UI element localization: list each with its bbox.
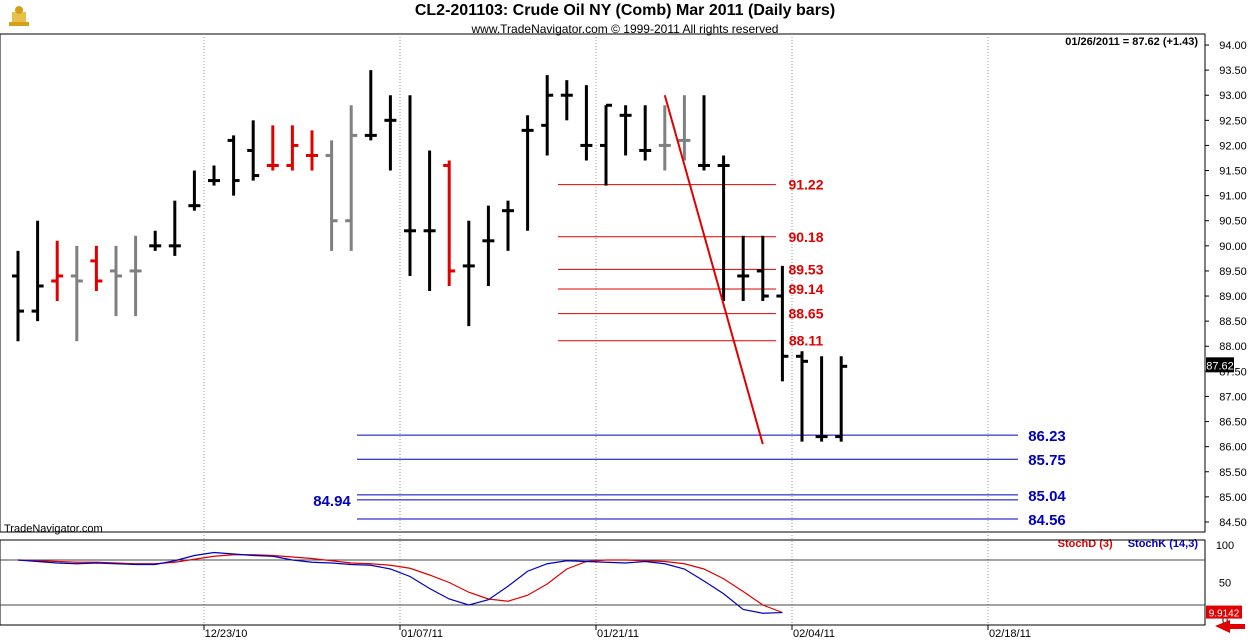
stoch-y-tick-label: 0 <box>1222 615 1228 627</box>
last-price-tag-box <box>1206 357 1234 373</box>
red-level-label: 89.53 <box>788 261 823 277</box>
x-tick-label: 02/18/11 <box>989 628 1031 640</box>
stoch-last-tag: 9.9142 <box>1209 609 1240 620</box>
y-tick-label: 94.00 <box>1219 40 1247 52</box>
x-tick-label: 02/04/11 <box>793 628 835 640</box>
blue-level-label: 84.56 <box>1028 512 1066 529</box>
stoch-legend: StochD (3) StochK (14,3) <box>1058 538 1198 550</box>
y-tick-label: 88.00 <box>1219 341 1247 353</box>
red-level-label: 90.18 <box>788 229 823 245</box>
stoch-y-tick-label: 50 <box>1219 578 1231 590</box>
chart-title: CL2-201103: Crude Oil NY (Comb) Mar 2011… <box>414 2 836 19</box>
stoch-series-line <box>17 551 783 614</box>
trade-navigator-logo-icon <box>4 2 34 32</box>
y-tick-label: 89.50 <box>1219 266 1247 278</box>
red-level-label: 91.22 <box>788 177 823 193</box>
stoch-series-line <box>17 554 783 614</box>
y-tick-label: 93.50 <box>1219 65 1247 77</box>
y-tick-label: 89.00 <box>1219 291 1247 303</box>
y-tick-label: 92.50 <box>1219 115 1247 127</box>
y-tick-label: 85.50 <box>1219 467 1247 479</box>
y-tick-label: 93.00 <box>1219 90 1247 102</box>
blue-level-label: 86.23 <box>1028 428 1066 445</box>
y-tick-label: 91.00 <box>1219 191 1247 203</box>
price-readout: 01/26/2011 = 87.62 (+1.43) <box>1065 36 1198 48</box>
y-tick-label: 84.50 <box>1219 517 1247 529</box>
y-tick-label: 87.00 <box>1219 391 1247 403</box>
blue-level-label: 84.94 <box>313 493 351 510</box>
y-tick-label: 88.50 <box>1219 316 1247 328</box>
stoch-y-tick-label: 100 <box>1216 540 1234 552</box>
last-price-tag: 87.62 <box>1206 360 1234 372</box>
scroll-left-arrow-icon[interactable] <box>1215 620 1245 633</box>
x-tick-label: 12/23/10 <box>205 628 248 640</box>
y-tick-label: 86.00 <box>1219 442 1247 454</box>
y-tick-label: 90.50 <box>1219 216 1247 228</box>
red-level-label: 88.11 <box>789 333 823 349</box>
stoch-last-tag-box <box>1206 605 1242 619</box>
red-level-label: 88.65 <box>788 306 823 322</box>
y-tick-label: 92.00 <box>1219 140 1247 152</box>
y-tick-label: 90.00 <box>1219 241 1247 253</box>
x-tick-label: 01/07/11 <box>401 628 443 640</box>
chart-subtitle: www.TradeNavigator.com © 1999-2011 All r… <box>471 22 779 36</box>
stoch-panel-frame <box>0 539 1206 626</box>
stochK-legend: StochK (14,3) <box>1127 538 1198 550</box>
x-tick-label: 01/21/11 <box>597 628 639 640</box>
trendline <box>663 94 764 445</box>
y-tick-label: 86.50 <box>1219 417 1247 429</box>
price-panel-frame <box>0 33 1206 533</box>
y-tick-label: 91.50 <box>1219 166 1247 178</box>
blue-level-label: 85.75 <box>1028 452 1066 469</box>
stochD-legend: StochD (3) <box>1057 538 1113 550</box>
red-level-label: 89.14 <box>788 281 823 297</box>
blue-level-label: 85.04 <box>1028 488 1066 505</box>
y-tick-label: 85.00 <box>1219 492 1247 504</box>
